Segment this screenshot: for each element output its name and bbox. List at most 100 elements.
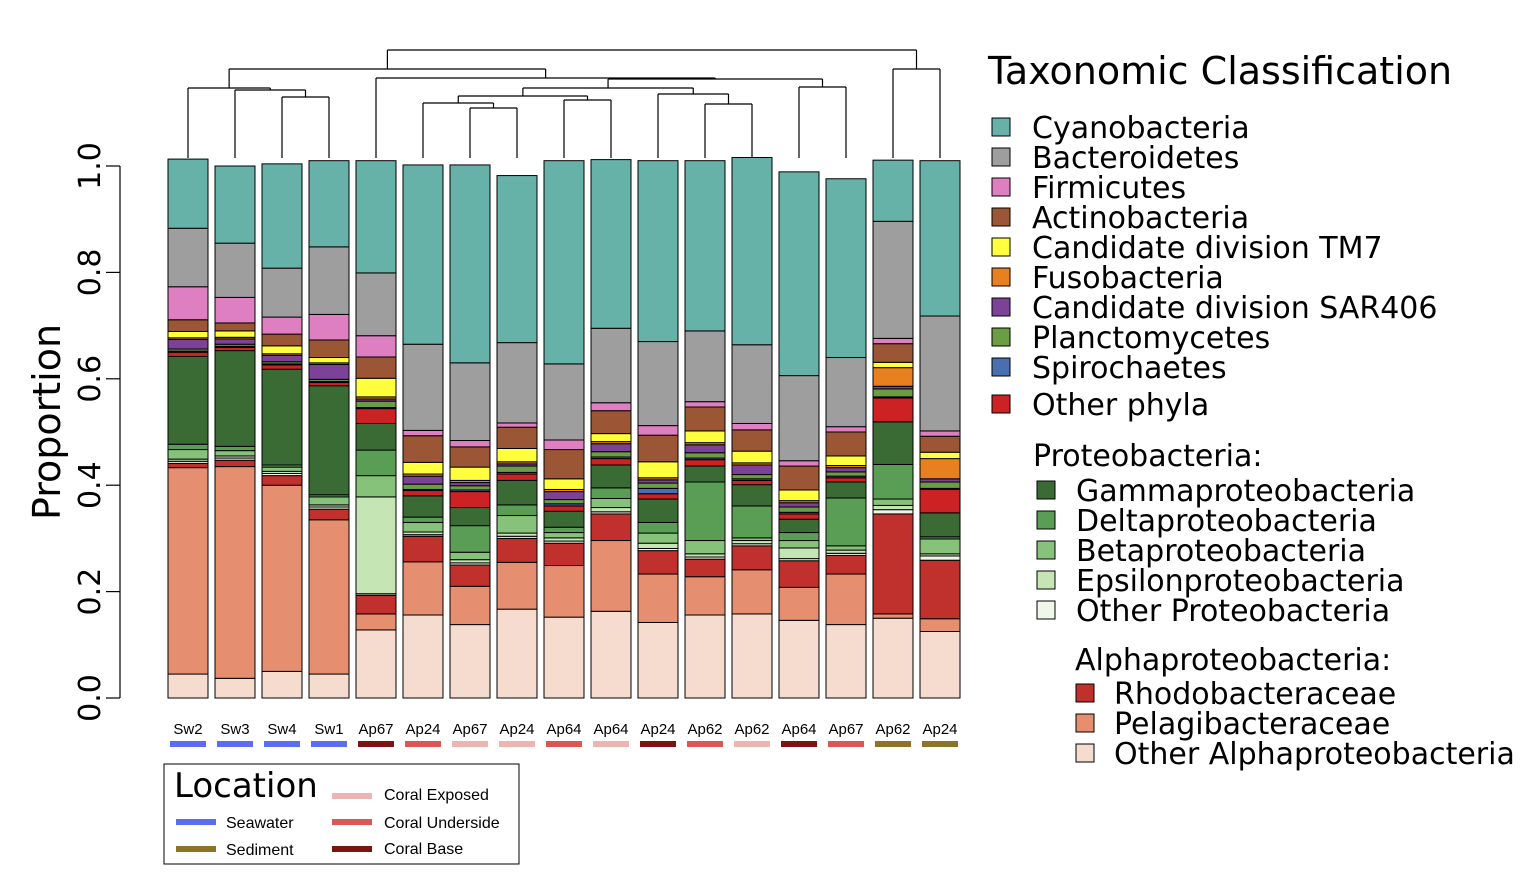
bar-segment-bacteroidetes xyxy=(496,342,538,424)
legend-title: Taxonomic Classification xyxy=(987,49,1452,93)
bar-segment-deltaproteobacteria xyxy=(590,487,632,499)
bar-segment-fusobacteria xyxy=(919,458,961,480)
bar-segment-other-alphaproteobacteria xyxy=(496,608,538,699)
bar-segment-bacteroidetes xyxy=(872,220,914,339)
bar-segment-other-alphaproteobacteria xyxy=(778,619,820,699)
bar-segment-planctomycetes xyxy=(637,482,679,489)
bar-segment-gammaproteobacteria xyxy=(449,507,491,527)
y-axis: Proportion 0.0 0.2 0.4 0.6 0.8 1.0 xyxy=(25,142,121,722)
bar-segment-candidate-division-sar406 xyxy=(308,363,350,380)
bar-segment-candidate-division-tm7 xyxy=(308,357,350,364)
bar-segment-rhodobacteraceae xyxy=(919,559,961,620)
bar-segment-other-phyla xyxy=(402,490,444,497)
bar-segment-bacteroidetes xyxy=(684,330,726,403)
bar-segment-cyanobacteria xyxy=(261,163,303,269)
bar-4-sw1 xyxy=(308,160,350,699)
bar-segment-actinobacteria xyxy=(214,322,256,332)
bar-segment-pelagibacteraceae xyxy=(402,561,444,616)
bar-segment-other-alphaproteobacteria xyxy=(308,673,350,699)
bar-segment-candidate-division-sar406 xyxy=(261,354,303,363)
bar-segment-candidate-division-tm7 xyxy=(684,430,726,444)
bar-segment-other-phyla xyxy=(261,364,303,370)
y-tick-label: 0.0 xyxy=(73,674,108,722)
bar-segment-rhodobacteraceae xyxy=(543,542,585,567)
bar-segment-candidate-division-tm7 xyxy=(261,345,303,355)
bar-segment-planctomycetes xyxy=(355,400,397,409)
bar-segment-other-alphaproteobacteria xyxy=(261,670,303,699)
bar-segment-other-alphaproteobacteria xyxy=(402,614,444,699)
location-strip-seawater xyxy=(264,741,300,747)
location-strip-coral-exposed xyxy=(734,741,770,747)
bar-segment-epsilonproteobacteria xyxy=(355,496,397,595)
legend-swatch xyxy=(991,147,1011,167)
bar-segment-cyanobacteria xyxy=(355,160,397,274)
bar-segment-candidate-division-tm7 xyxy=(590,433,632,443)
bar-segment-bacteroidetes xyxy=(825,357,867,428)
legend-swatch xyxy=(991,237,1011,257)
bar-segment-pelagibacteraceae xyxy=(684,576,726,616)
bar-segment-bacteroidetes xyxy=(214,242,256,298)
bar-segment-other-phyla xyxy=(825,477,867,483)
bar-segment-firmicutes xyxy=(872,337,914,345)
bar-segment-candidate-division-tm7 xyxy=(449,466,491,481)
bar-segment-candidate-division-tm7 xyxy=(825,455,867,467)
legend-item-bacteroidetes: Bacteroidetes xyxy=(991,141,1239,176)
legend-swatch xyxy=(1075,683,1095,703)
bar-segment-gammaproteobacteria xyxy=(214,350,256,447)
sample-label: Ap24 xyxy=(405,721,440,738)
bar-segment-firmicutes xyxy=(543,439,585,451)
legend-item-deltaproteobacteria: Deltaproteobacteria xyxy=(1036,504,1377,539)
bar-segment-other-alphaproteobacteria xyxy=(919,631,961,699)
bar-segment-betaproteobacteria xyxy=(825,545,867,551)
location-swatch xyxy=(332,846,372,852)
legend-swatch xyxy=(1036,570,1056,590)
sample-label: Ap62 xyxy=(687,721,722,738)
bar-segment-other-alphaproteobacteria xyxy=(355,629,397,699)
bar-segment-candidate-division-tm7 xyxy=(496,447,538,463)
sample-label: Sw1 xyxy=(314,721,343,738)
bar-segment-pelagibacteraceae xyxy=(637,573,679,623)
bar-segment-betaproteobacteria xyxy=(402,521,444,533)
bar-segment-firmicutes xyxy=(214,296,256,324)
dendrogram xyxy=(187,49,941,158)
bar-segment-candidate-division-tm7 xyxy=(637,461,679,479)
bar-segment-cyanobacteria xyxy=(449,164,491,364)
legend-swatch xyxy=(991,207,1011,227)
bar-segment-rhodobacteraceae xyxy=(261,475,303,486)
stacked-bars xyxy=(167,156,961,699)
bar-segment-candidate-division-tm7 xyxy=(543,478,585,490)
bar-segment-pelagibacteraceae xyxy=(308,519,350,675)
bar-segment-betaproteobacteria xyxy=(637,532,679,544)
sample-label: Ap67 xyxy=(828,721,863,738)
location-label: Sediment xyxy=(226,842,294,859)
location-item-coral-underside: Coral Underside xyxy=(332,815,500,832)
bar-segment-other-alphaproteobacteria xyxy=(825,624,867,699)
proteobacteria-heading: Proteobacteria: xyxy=(1033,439,1262,474)
bar-segment-gammaproteobacteria xyxy=(825,481,867,499)
bar-segment-cyanobacteria xyxy=(543,160,585,365)
bar-segment-pelagibacteraceae xyxy=(778,586,820,621)
location-label: Coral Underside xyxy=(384,815,500,832)
bar-segment-betaproteobacteria xyxy=(449,551,491,561)
bar-segment-betaproteobacteria xyxy=(167,449,209,460)
bar-segment-betaproteobacteria xyxy=(919,538,961,555)
bar-segment-other-phyla xyxy=(637,493,679,500)
location-strip-coral-underside xyxy=(405,741,441,747)
bar-segment-betaproteobacteria xyxy=(778,540,820,549)
sample-label: Ap24 xyxy=(922,721,957,738)
bar-segment-gammaproteobacteria xyxy=(778,518,820,534)
legend-label: Betaproteobacteria xyxy=(1076,534,1366,569)
bar-segment-actinobacteria xyxy=(731,429,773,452)
bar-segment-pelagibacteraceae xyxy=(449,585,491,626)
bar-segment-actinobacteria xyxy=(261,333,303,347)
bar-segment-gammaproteobacteria xyxy=(637,498,679,523)
bar-segment-gammaproteobacteria xyxy=(590,464,632,489)
legend-item-spirochaetes: Spirochaetes xyxy=(991,351,1227,386)
bar-3-sw4 xyxy=(261,163,303,699)
bar-segment-other-phyla xyxy=(543,505,585,512)
bar-segment-planctomycetes xyxy=(449,485,491,491)
bar-segment-other-phyla xyxy=(496,473,538,481)
bar-segment-deltaproteobacteria xyxy=(731,505,773,539)
bar-15-ap67 xyxy=(825,178,867,699)
